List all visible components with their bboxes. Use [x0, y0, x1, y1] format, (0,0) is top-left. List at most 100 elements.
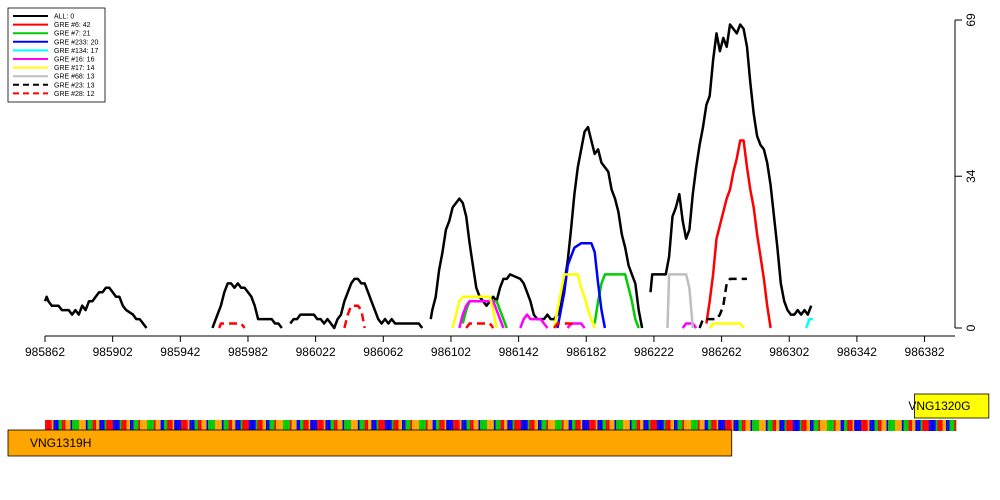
- sequence-base: [77, 420, 80, 431]
- sequence-base: [514, 420, 516, 431]
- sequence-base: [901, 420, 904, 431]
- x-tick-label: 986182: [566, 345, 606, 359]
- x-tick-label: 986062: [363, 345, 403, 359]
- sequence-base: [906, 420, 909, 431]
- sequence-base: [930, 420, 933, 431]
- legend-label: GRE #7: 21: [54, 31, 91, 38]
- sequence-base: [172, 420, 175, 431]
- sequence-base: [614, 420, 617, 431]
- sequence-base: [323, 420, 326, 431]
- sequence-base: [878, 420, 880, 431]
- sequence-base: [565, 420, 567, 431]
- y-tick-label: 0: [964, 324, 978, 331]
- sequence-base: [740, 420, 743, 431]
- sequence-base: [798, 420, 800, 431]
- sequence-base: [864, 420, 867, 431]
- sequence-base: [529, 420, 532, 431]
- sequence-base: [583, 420, 586, 431]
- sequence-base: [617, 420, 620, 431]
- sequence-base: [808, 420, 811, 431]
- legend-label: ALL: 0: [54, 14, 74, 21]
- sequence-base: [48, 420, 51, 431]
- sequence-base: [427, 420, 430, 431]
- sequence-base: [206, 420, 209, 431]
- sequence-base: [927, 420, 930, 431]
- sequence-base: [80, 420, 83, 431]
- sequence-base: [407, 420, 409, 431]
- x-tick-label: 986382: [905, 345, 945, 359]
- sequence-base: [226, 420, 229, 431]
- sequence-base: [216, 420, 219, 431]
- sequence-base: [502, 420, 505, 431]
- sequence-base: [939, 420, 941, 431]
- axes: 985862 985902 985942 985982 986022 986062 9861…: [25, 13, 978, 359]
- sequence-base: [568, 420, 571, 431]
- sequence-base: [830, 420, 833, 431]
- sequence-base: [182, 420, 185, 431]
- sequence-base: [674, 420, 676, 431]
- sequence-base: [898, 420, 901, 431]
- sequence-base: [855, 420, 858, 431]
- sequence-base: [636, 420, 639, 431]
- sequence-base: [634, 420, 637, 431]
- sequence-base: [918, 420, 921, 431]
- sequence-base: [379, 420, 382, 431]
- sequence-base: [730, 420, 732, 431]
- sequence-base: [225, 420, 227, 431]
- sequence-base: [891, 420, 894, 431]
- sequence-base: [745, 420, 748, 431]
- sequence-base: [354, 420, 357, 431]
- sequence-base: [515, 420, 518, 431]
- sequence-base: [468, 420, 471, 431]
- sequence-base: [175, 420, 178, 431]
- x-tick-label: 986302: [769, 345, 809, 359]
- series-line: [649, 23, 813, 316]
- sequence-base: [621, 420, 624, 431]
- sequence-base: [524, 420, 527, 431]
- sequence-base: [561, 420, 564, 431]
- sequence-base: [893, 420, 896, 431]
- sequence-base: [79, 420, 81, 431]
- sequence-base: [381, 420, 384, 431]
- x-tick-label: 985982: [228, 345, 268, 359]
- sequence-base: [262, 420, 265, 431]
- series-line: [805, 317, 813, 329]
- sequence-base: [378, 420, 380, 431]
- sequence-base: [310, 420, 312, 431]
- sequence-base: [470, 420, 472, 431]
- sequence-base: [767, 420, 770, 431]
- gene-label: VNG1320G: [908, 399, 970, 413]
- sequence-base: [403, 420, 406, 431]
- series-line: [465, 322, 495, 329]
- sequence-base: [595, 420, 598, 431]
- sequence-base: [519, 420, 522, 431]
- sequence-base: [130, 420, 132, 431]
- sequence-base: [704, 420, 707, 431]
- sequence-base: [85, 420, 88, 431]
- sequence-base: [881, 420, 884, 431]
- sequence-base: [560, 420, 562, 431]
- sequence-base: [136, 420, 139, 431]
- sequence-base: [116, 420, 119, 431]
- sequence-base: [522, 420, 525, 431]
- sequence-base: [847, 420, 850, 431]
- sequence-base: [791, 420, 794, 431]
- sequence-base: [573, 420, 576, 431]
- sequence-base: [900, 420, 902, 431]
- sequence-base: [203, 420, 205, 431]
- sequence-base: [264, 420, 267, 431]
- sequence-base: [706, 420, 709, 431]
- sequence-base: [213, 420, 216, 431]
- sequence-base: [509, 420, 511, 431]
- sequence-base: [594, 420, 596, 431]
- sequence-base: [97, 420, 100, 431]
- sequence-base: [283, 420, 285, 431]
- sequence-base: [271, 420, 273, 431]
- sequence-base: [663, 420, 666, 431]
- sequence-base: [359, 420, 362, 431]
- sequence-base: [92, 420, 95, 431]
- sequence-base: [447, 420, 450, 431]
- sequence-base: [390, 420, 392, 431]
- sequence-base: [629, 420, 632, 431]
- sequence-base: [699, 420, 702, 431]
